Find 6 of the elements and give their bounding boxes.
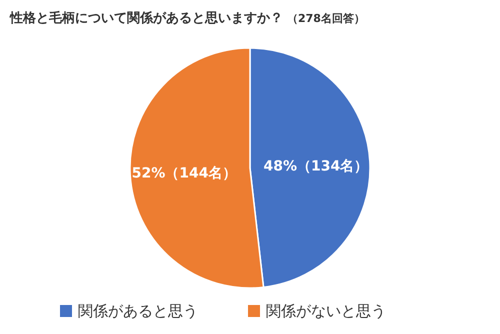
chart-subtitle: （278名回答） [287,12,365,25]
data-label: 52%（144名） [132,166,236,182]
chart-title: 性格と毛柄について関係があると思いますか？ [9,10,283,26]
legend-label: 関係があると思う [78,302,198,320]
data-label: 48%（134名） [264,158,368,174]
legend-label: 関係がないと思う [266,302,386,320]
